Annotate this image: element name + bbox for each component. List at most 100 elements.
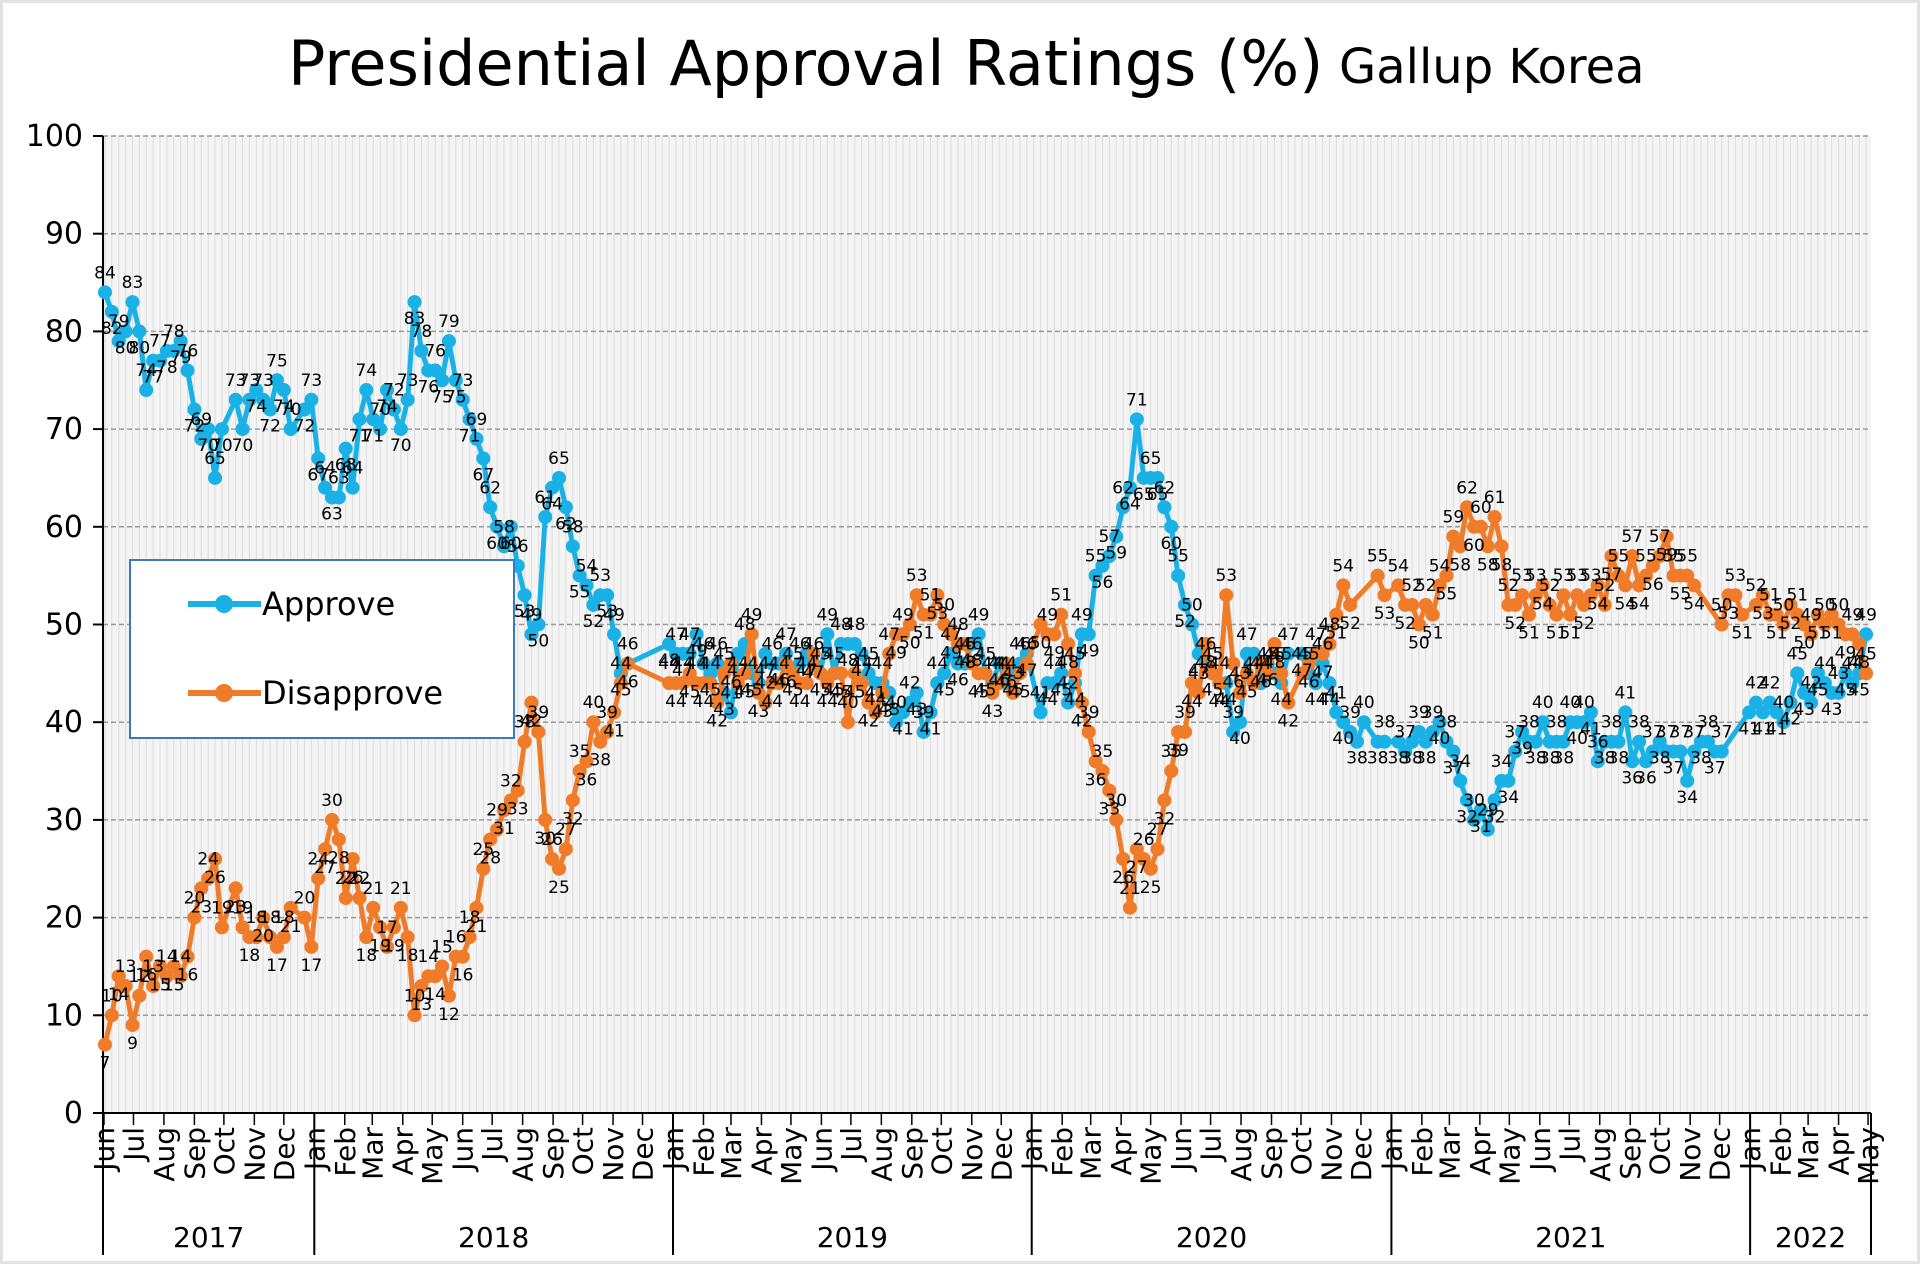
month-tick-label: Nov <box>1315 1127 1348 1182</box>
month-tick-label: Jan <box>657 1127 690 1172</box>
data-point-disapprove <box>1343 597 1358 612</box>
data-label-disapprove: 55 <box>1367 547 1389 567</box>
data-point-disapprove <box>318 842 333 857</box>
data-point-approve <box>1033 705 1048 720</box>
data-label-disapprove: 7 <box>100 1054 111 1074</box>
data-point-approve <box>1680 773 1695 788</box>
data-point-disapprove <box>97 1037 112 1052</box>
data-label-disapprove: 59 <box>1443 508 1465 528</box>
data-point-disapprove <box>1219 588 1234 603</box>
data-point-approve <box>1859 627 1874 642</box>
data-label-disapprove: 49 <box>885 643 907 663</box>
data-label-disapprove: 46 <box>720 673 742 693</box>
data-label-approve: 70 <box>232 436 254 456</box>
data-label-disapprove: 44 <box>686 654 708 674</box>
month-tick-label: May <box>416 1127 449 1185</box>
data-point-disapprove <box>799 676 814 691</box>
data-label-approve: 76 <box>177 341 199 361</box>
data-label-approve: 50 <box>528 632 550 652</box>
data-point-disapprove <box>751 685 766 700</box>
data-point-disapprove <box>593 734 608 749</box>
data-point-approve <box>1480 822 1495 837</box>
data-label-disapprove: 58 <box>1491 555 1513 575</box>
data-point-approve <box>111 334 126 349</box>
data-point-disapprove <box>930 588 945 603</box>
data-point-disapprove <box>1494 539 1509 554</box>
data-label-approve: 41 <box>1614 683 1636 703</box>
data-label-disapprove: 59 <box>1656 546 1678 566</box>
data-point-approve <box>428 363 443 378</box>
data-point-disapprove <box>1583 588 1598 603</box>
data-point-disapprove <box>868 705 883 720</box>
data-label-disapprove: 27 <box>1147 820 1169 840</box>
month-tick-label: May <box>1135 1127 1168 1185</box>
data-point-approve <box>1343 724 1358 739</box>
data-label-disapprove: 46 <box>775 673 797 693</box>
data-point-disapprove <box>1212 676 1227 691</box>
data-label-disapprove: 46 <box>617 673 639 693</box>
data-point-approve <box>1329 705 1344 720</box>
data-label-approve: 45 <box>858 644 880 664</box>
data-point-disapprove <box>1205 666 1220 681</box>
data-label-disapprove: 38 <box>514 713 536 733</box>
data-point-approve <box>1439 734 1454 749</box>
data-point-approve <box>1095 558 1110 573</box>
data-label-disapprove: 15 <box>431 937 453 957</box>
data-label-disapprove: 48 <box>954 653 976 673</box>
data-label-approve: 62 <box>1154 478 1176 498</box>
data-label-disapprove: 19 <box>369 936 391 956</box>
data-label-disapprove: 17 <box>301 956 323 976</box>
data-label-approve: 47 <box>796 661 818 681</box>
data-point-approve <box>1501 773 1516 788</box>
data-label-disapprove: 14 <box>424 985 446 1005</box>
data-point-disapprove <box>311 871 326 886</box>
data-label-approve: 32 <box>1484 807 1506 827</box>
data-label-disapprove: 44 <box>789 692 811 712</box>
data-label-disapprove: 14 <box>108 985 130 1005</box>
month-tick-label: Aug <box>148 1127 181 1182</box>
data-label-disapprove: 33 <box>507 800 529 820</box>
data-label-approve: 75 <box>445 387 467 407</box>
data-point-approve <box>1845 676 1860 691</box>
data-label-approve: 74 <box>273 397 295 417</box>
data-point-approve <box>779 646 794 661</box>
data-label-disapprove: 51 <box>1050 586 1072 606</box>
data-label-approve: 44 <box>1064 690 1086 710</box>
data-label-approve: 44 <box>865 690 887 710</box>
data-label-approve: 40 <box>1773 693 1795 713</box>
data-point-approve <box>201 422 216 437</box>
data-label-approve: 38 <box>1608 749 1630 769</box>
data-label-disapprove: 44 <box>768 654 790 674</box>
data-point-approve <box>1054 666 1069 681</box>
data-label-disapprove: 55 <box>1608 547 1630 567</box>
data-point-approve <box>1081 627 1096 642</box>
data-point-approve <box>1817 676 1832 691</box>
data-point-disapprove <box>1136 851 1151 866</box>
data-point-approve <box>930 676 945 691</box>
data-label-approve: 56 <box>507 537 529 557</box>
data-label-approve: 38 <box>1387 749 1409 769</box>
data-point-approve <box>662 637 677 652</box>
data-point-disapprove <box>1164 764 1179 779</box>
data-label-disapprove: 47 <box>803 663 825 683</box>
data-point-approve <box>1150 470 1165 485</box>
data-point-approve <box>1102 549 1117 564</box>
data-label-approve: 62 <box>1112 478 1134 498</box>
data-label-disapprove: 50 <box>1793 634 1815 654</box>
data-label-disapprove: 35 <box>1160 742 1182 762</box>
data-label-disapprove: 44 <box>672 654 694 674</box>
data-point-disapprove <box>1542 597 1557 612</box>
data-label-disapprove: 21 <box>466 917 488 937</box>
data-label-approve: 83 <box>122 273 144 293</box>
data-point-approve <box>318 480 333 495</box>
data-label-approve: 74 <box>135 361 157 381</box>
data-label-disapprove: 44 <box>816 692 838 712</box>
data-label-approve: 58 <box>562 517 584 537</box>
data-label-approve: 53 <box>514 602 536 622</box>
data-point-disapprove <box>1143 861 1158 876</box>
data-label-disapprove: 51 <box>1326 624 1348 644</box>
y-tick-label: 60 <box>45 510 83 545</box>
data-point-approve <box>476 451 491 466</box>
data-point-disapprove <box>428 969 443 984</box>
data-point-disapprove <box>1556 588 1571 603</box>
